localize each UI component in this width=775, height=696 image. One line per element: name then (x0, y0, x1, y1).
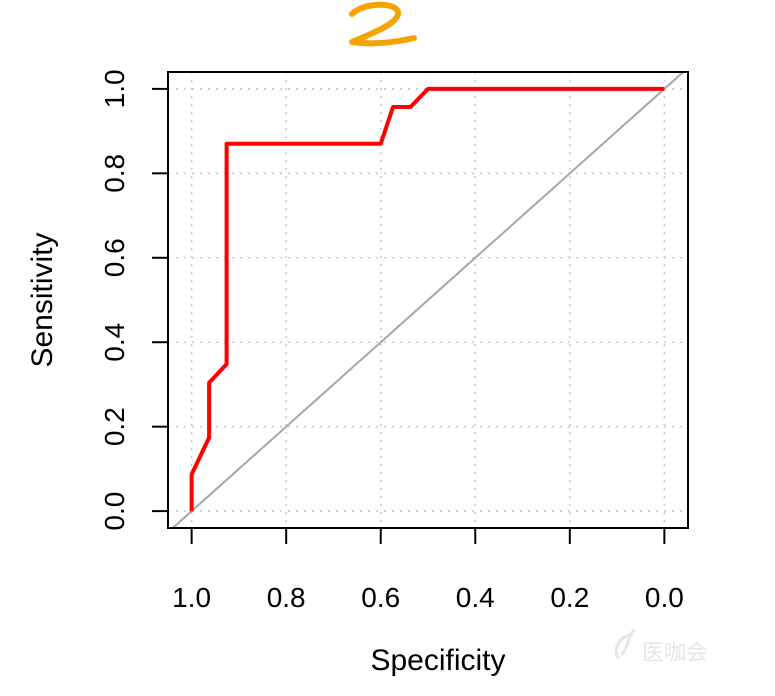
y-tick-label: 0.4 (99, 323, 130, 362)
watermark-text: 医咖会 (642, 641, 708, 666)
plot-frame (167, 71, 689, 529)
x-tick-label: 1.0 (172, 582, 211, 613)
x-tick-label: 0.8 (267, 582, 306, 613)
reference-diagonal-line (172, 71, 684, 529)
watermark-logo: 医咖会 (614, 628, 708, 666)
x-axis: 1.0 0.8 0.6 0.4 0.2 0.0 (172, 528, 684, 613)
x-tick-label: 0.6 (361, 582, 400, 613)
y-tick-label: 0.2 (99, 407, 130, 446)
y-axis: 0.0 0.2 0.4 0.6 0.8 1.0 (99, 69, 168, 531)
y-axis-title: Sensitivity (26, 232, 59, 367)
y-tick-label: 0.8 (99, 154, 130, 193)
handwritten-number-annotation (349, 1, 417, 47)
x-tick-label: 0.2 (550, 582, 589, 613)
y-tick-label: 1.0 (99, 69, 130, 108)
x-axis-title: Specificity (370, 644, 505, 677)
x-tick-label: 0.0 (645, 582, 684, 613)
y-tick-label: 0.6 (99, 238, 130, 277)
y-tick-label: 0.0 (99, 492, 130, 531)
x-tick-label: 0.4 (456, 582, 495, 613)
roc-curve-line (189, 86, 665, 512)
